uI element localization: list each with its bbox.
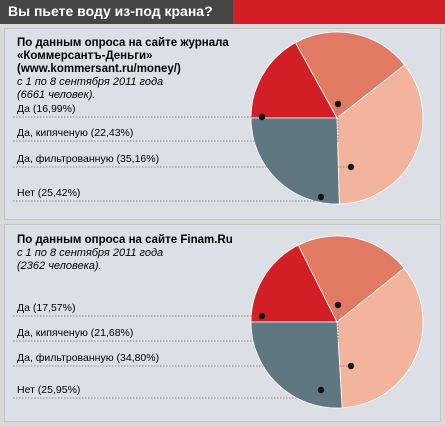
slice-kipyachenuyu-2: [297, 235, 405, 323]
survey-title-line: По данным опроса на сайте Finam.Ru: [17, 234, 233, 246]
marker-dot-slice-net-2: [317, 386, 325, 394]
legend-label-filtr-1: Да, фильтрованную (35,16%): [17, 153, 160, 165]
legend-label-net-2: Нет (25,95%): [17, 384, 81, 396]
survey-subtitle-2: с 1 по 8 сентября 2011 года (2362 челове…: [17, 247, 163, 273]
survey-subtitle-1: с 1 по 8 сентября 2011 года (6661 челове…: [17, 76, 163, 102]
marker-dot-slice-net-1: [317, 193, 325, 201]
survey-subtitle-line: (6661 человек).: [17, 89, 96, 101]
marker-dot-slice-kipyachenuyu-2: [334, 301, 342, 309]
survey-title-line: По данным опроса на сайте журнала: [17, 37, 229, 49]
legend-label-kip-1: Да, кипяченую (22,43%): [17, 127, 134, 139]
slice-net-1: [250, 117, 340, 205]
marker-dot-slice-da-1: [258, 113, 266, 121]
legend-label-da-1: Да (16,99%): [17, 103, 76, 115]
title-accent: [233, 0, 445, 24]
survey-title-1: По данным опроса на сайте журнала «Комме…: [17, 37, 229, 76]
leader-line-slice-net-1: [13, 197, 322, 202]
pie-chart-1: [13, 31, 424, 205]
survey-subtitle-line: с 1 по 8 сентября 2011 года: [17, 76, 164, 88]
legend-label-kip-2: Да, кипяченую (21,68%): [17, 327, 134, 339]
slice-filtrovannuyu-1: [336, 64, 424, 205]
survey-subtitle-line: (2362 человека).: [17, 260, 102, 272]
pie-chart-2: [13, 235, 424, 409]
slice-da-1: [250, 42, 338, 119]
slice-filtrovannuyu-2: [336, 267, 424, 409]
legend-label-da-2: Да (17,57%): [17, 302, 76, 314]
survey-title-2: По данным опроса на сайте Finam.Ru: [17, 234, 233, 247]
survey-subtitle-line: с 1 по 8 сентября 2011 года: [17, 247, 164, 259]
marker-dot-slice-kipyachenuyu-1: [334, 100, 342, 108]
marker-dot-slice-filtrovannuyu-2: [347, 362, 355, 370]
legend-label-filtr-2: Да, фильтрованную (34,80%): [17, 352, 160, 364]
page-title: Вы пьете воду из-под крана?: [8, 3, 213, 19]
survey-title-line: (www.kommersant.ru/money/): [17, 63, 181, 75]
slice-net-2: [250, 321, 343, 409]
marker-dot-slice-filtrovannuyu-1: [347, 163, 355, 171]
survey-title-line: «Коммерсантъ-Деньги»: [17, 50, 153, 62]
marker-dot-slice-da-2: [258, 312, 266, 320]
title-bar: Вы пьете воду из-под крана?: [0, 0, 445, 24]
legend-label-net-1: Нет (25,42%): [17, 187, 81, 199]
leader-line-slice-kipyachenuyu-1: [13, 104, 339, 142]
slice-kipyachenuyu-1: [294, 31, 406, 119]
leader-line-slice-kipyachenuyu-2: [13, 305, 339, 342]
